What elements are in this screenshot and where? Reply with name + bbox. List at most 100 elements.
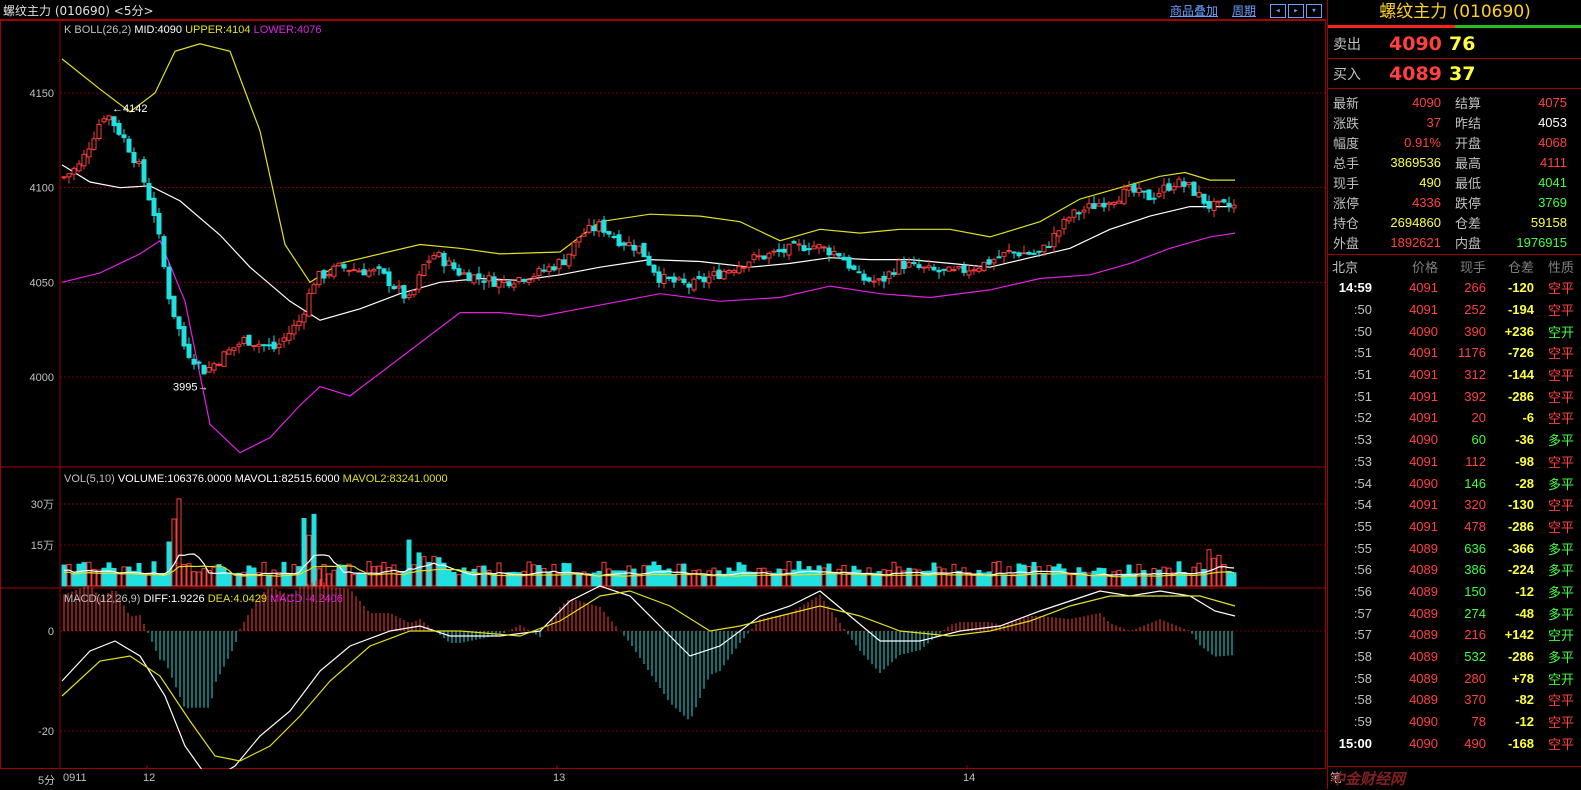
candle-body <box>1051 233 1057 248</box>
tick-row[interactable]: :52 4091 20 -6 空平 <box>1328 407 1581 429</box>
tick-row[interactable]: 15:00 4090 490 -168 空平 <box>1328 732 1581 754</box>
tick-list[interactable]: 14:59 4091 266 -120 空平:50 4091 252 -194 空平:50 409… <box>1328 277 1581 754</box>
volume-bar <box>1081 571 1087 587</box>
stat-label: 持仓 <box>1333 216 1360 232</box>
bottom-tab[interactable]: 笔 中金财经网 <box>1328 766 1581 790</box>
candle-body <box>451 262 457 270</box>
candle-body <box>1031 252 1037 255</box>
tick-row[interactable]: :53 4091 112 -98 空平 <box>1328 451 1581 473</box>
volume-bar <box>1071 574 1077 587</box>
volume-bar <box>1181 571 1187 587</box>
volume-bar <box>686 574 692 587</box>
candle-body <box>621 242 627 246</box>
period-link[interactable]: 周期 <box>1231 4 1256 18</box>
candle-body <box>301 313 307 323</box>
kline-chart[interactable]: 4150 4100 4050 4000 30万 15万 0 -20 ←4142 3995→ <box>0 20 1326 769</box>
volume-bar <box>566 563 572 587</box>
tick-time: :52 <box>1353 410 1372 426</box>
volume-bar <box>746 571 752 587</box>
tick-row[interactable]: :55 4089 636 -366 多平 <box>1328 537 1581 559</box>
candle-body <box>696 275 702 279</box>
candle-body <box>1211 200 1217 211</box>
tick-row[interactable]: :58 4089 532 -286 多平 <box>1328 646 1581 668</box>
ask-volume: 76 <box>1449 32 1476 55</box>
candle-body <box>1121 188 1127 205</box>
candle-body <box>596 221 602 232</box>
volume-bar <box>481 565 487 587</box>
vol-legend: VOL(5,10) VOLUME:106376.0000 MAVOL1:8251… <box>64 473 448 485</box>
tick-row[interactable]: :56 4089 386 -224 多平 <box>1328 559 1581 581</box>
volume-bar <box>901 570 907 587</box>
tick-row[interactable]: :53 4090 60 -36 多平 <box>1328 429 1581 451</box>
candle-body <box>1231 204 1237 209</box>
macd-label: MACD(12,26,9) <box>64 593 141 605</box>
candle-body <box>766 252 772 259</box>
candle-body <box>776 249 782 252</box>
volume-bar <box>1041 573 1047 587</box>
tick-row[interactable]: :57 4089 216 +142 空开 <box>1328 624 1581 646</box>
tick-oi: -82 <box>1515 692 1534 708</box>
chart-title: 螺纹主力 (010690) <5分> <box>3 4 154 18</box>
prev-icon[interactable]: ◂ <box>1270 3 1286 18</box>
candle-body <box>1151 197 1157 200</box>
tick-nature: 多平 <box>1547 477 1574 493</box>
candle-body <box>1146 189 1152 201</box>
candle-body <box>1056 230 1062 237</box>
candle-body <box>196 361 202 364</box>
tick-row[interactable]: :51 4091 392 -286 空平 <box>1328 385 1581 407</box>
tick-row[interactable]: 14:59 4091 266 -120 空平 <box>1328 277 1581 299</box>
overlay-commodity-link[interactable]: 商品叠加 <box>1169 4 1218 18</box>
candle-body <box>1086 203 1092 209</box>
candle-body <box>1061 218 1067 230</box>
candle-body <box>846 256 852 269</box>
tick-row[interactable]: :58 4089 280 +78 空开 <box>1328 667 1581 689</box>
tick-row[interactable]: :59 4090 78 -12 空平 <box>1328 711 1581 733</box>
stat-row: 持仓 2694860 仓差 59158 <box>1328 212 1581 232</box>
candle-body <box>721 270 727 280</box>
volume-bar <box>311 513 317 587</box>
tick-row[interactable]: :51 4091 312 -144 空平 <box>1328 364 1581 386</box>
zoom-icon[interactable]: ▾ <box>1306 3 1322 18</box>
volume-bar <box>421 556 427 587</box>
tick-row[interactable]: :57 4089 274 -48 多平 <box>1328 602 1581 624</box>
volume-bar <box>426 561 432 587</box>
tick-oi: -366 <box>1507 540 1534 556</box>
candle-body <box>976 267 982 272</box>
tick-nature: 空平 <box>1547 455 1574 471</box>
tick-price: 4089 <box>1409 670 1438 686</box>
tick-price: 4089 <box>1409 605 1438 621</box>
tick-hand: 112 <box>1465 453 1486 469</box>
tick-oi: -194 <box>1507 302 1534 318</box>
tick-row[interactable]: :50 4090 390 +236 空开 <box>1328 320 1581 342</box>
volume-bar <box>556 573 562 587</box>
tick-row[interactable]: :58 4089 370 -82 空平 <box>1328 689 1581 711</box>
macd-dea-line <box>61 590 1236 762</box>
stat-row: 现手 490 最低 4041 <box>1328 172 1581 192</box>
tick-row[interactable]: :51 4091 1176 -726 空平 <box>1328 342 1581 364</box>
stat-row: 最新 4090 结算 4075 <box>1328 92 1581 112</box>
volume-bar <box>496 562 502 587</box>
candle-body <box>1081 209 1087 213</box>
stat-value: 37 <box>1426 114 1441 130</box>
volume-bar <box>406 539 412 587</box>
tick-row[interactable]: :55 4091 478 -286 空平 <box>1328 516 1581 538</box>
candle-body <box>1186 182 1192 186</box>
tick-row[interactable]: :50 4091 252 -194 空平 <box>1328 299 1581 321</box>
volume-bar <box>591 572 597 587</box>
volume-bar <box>911 568 917 587</box>
tick-hand: 478 <box>1464 518 1486 534</box>
volume-bar <box>516 572 522 587</box>
tick-price: 4089 <box>1409 692 1438 708</box>
volume-bar <box>831 572 837 587</box>
tab-trades[interactable]: 笔 <box>1330 771 1343 785</box>
volume-bar <box>201 568 207 587</box>
candle-body <box>781 248 787 253</box>
candle-body <box>1091 203 1097 210</box>
next-icon[interactable]: ▸ <box>1288 3 1304 18</box>
tick-hand: 280 <box>1464 670 1486 686</box>
tick-row[interactable]: :54 4091 320 -130 空平 <box>1328 494 1581 516</box>
tick-row[interactable]: :56 4089 150 -12 多平 <box>1328 581 1581 603</box>
tick-row[interactable]: :54 4090 146 -28 多平 <box>1328 472 1581 494</box>
candle-body <box>936 269 942 273</box>
candle-body <box>556 259 562 270</box>
